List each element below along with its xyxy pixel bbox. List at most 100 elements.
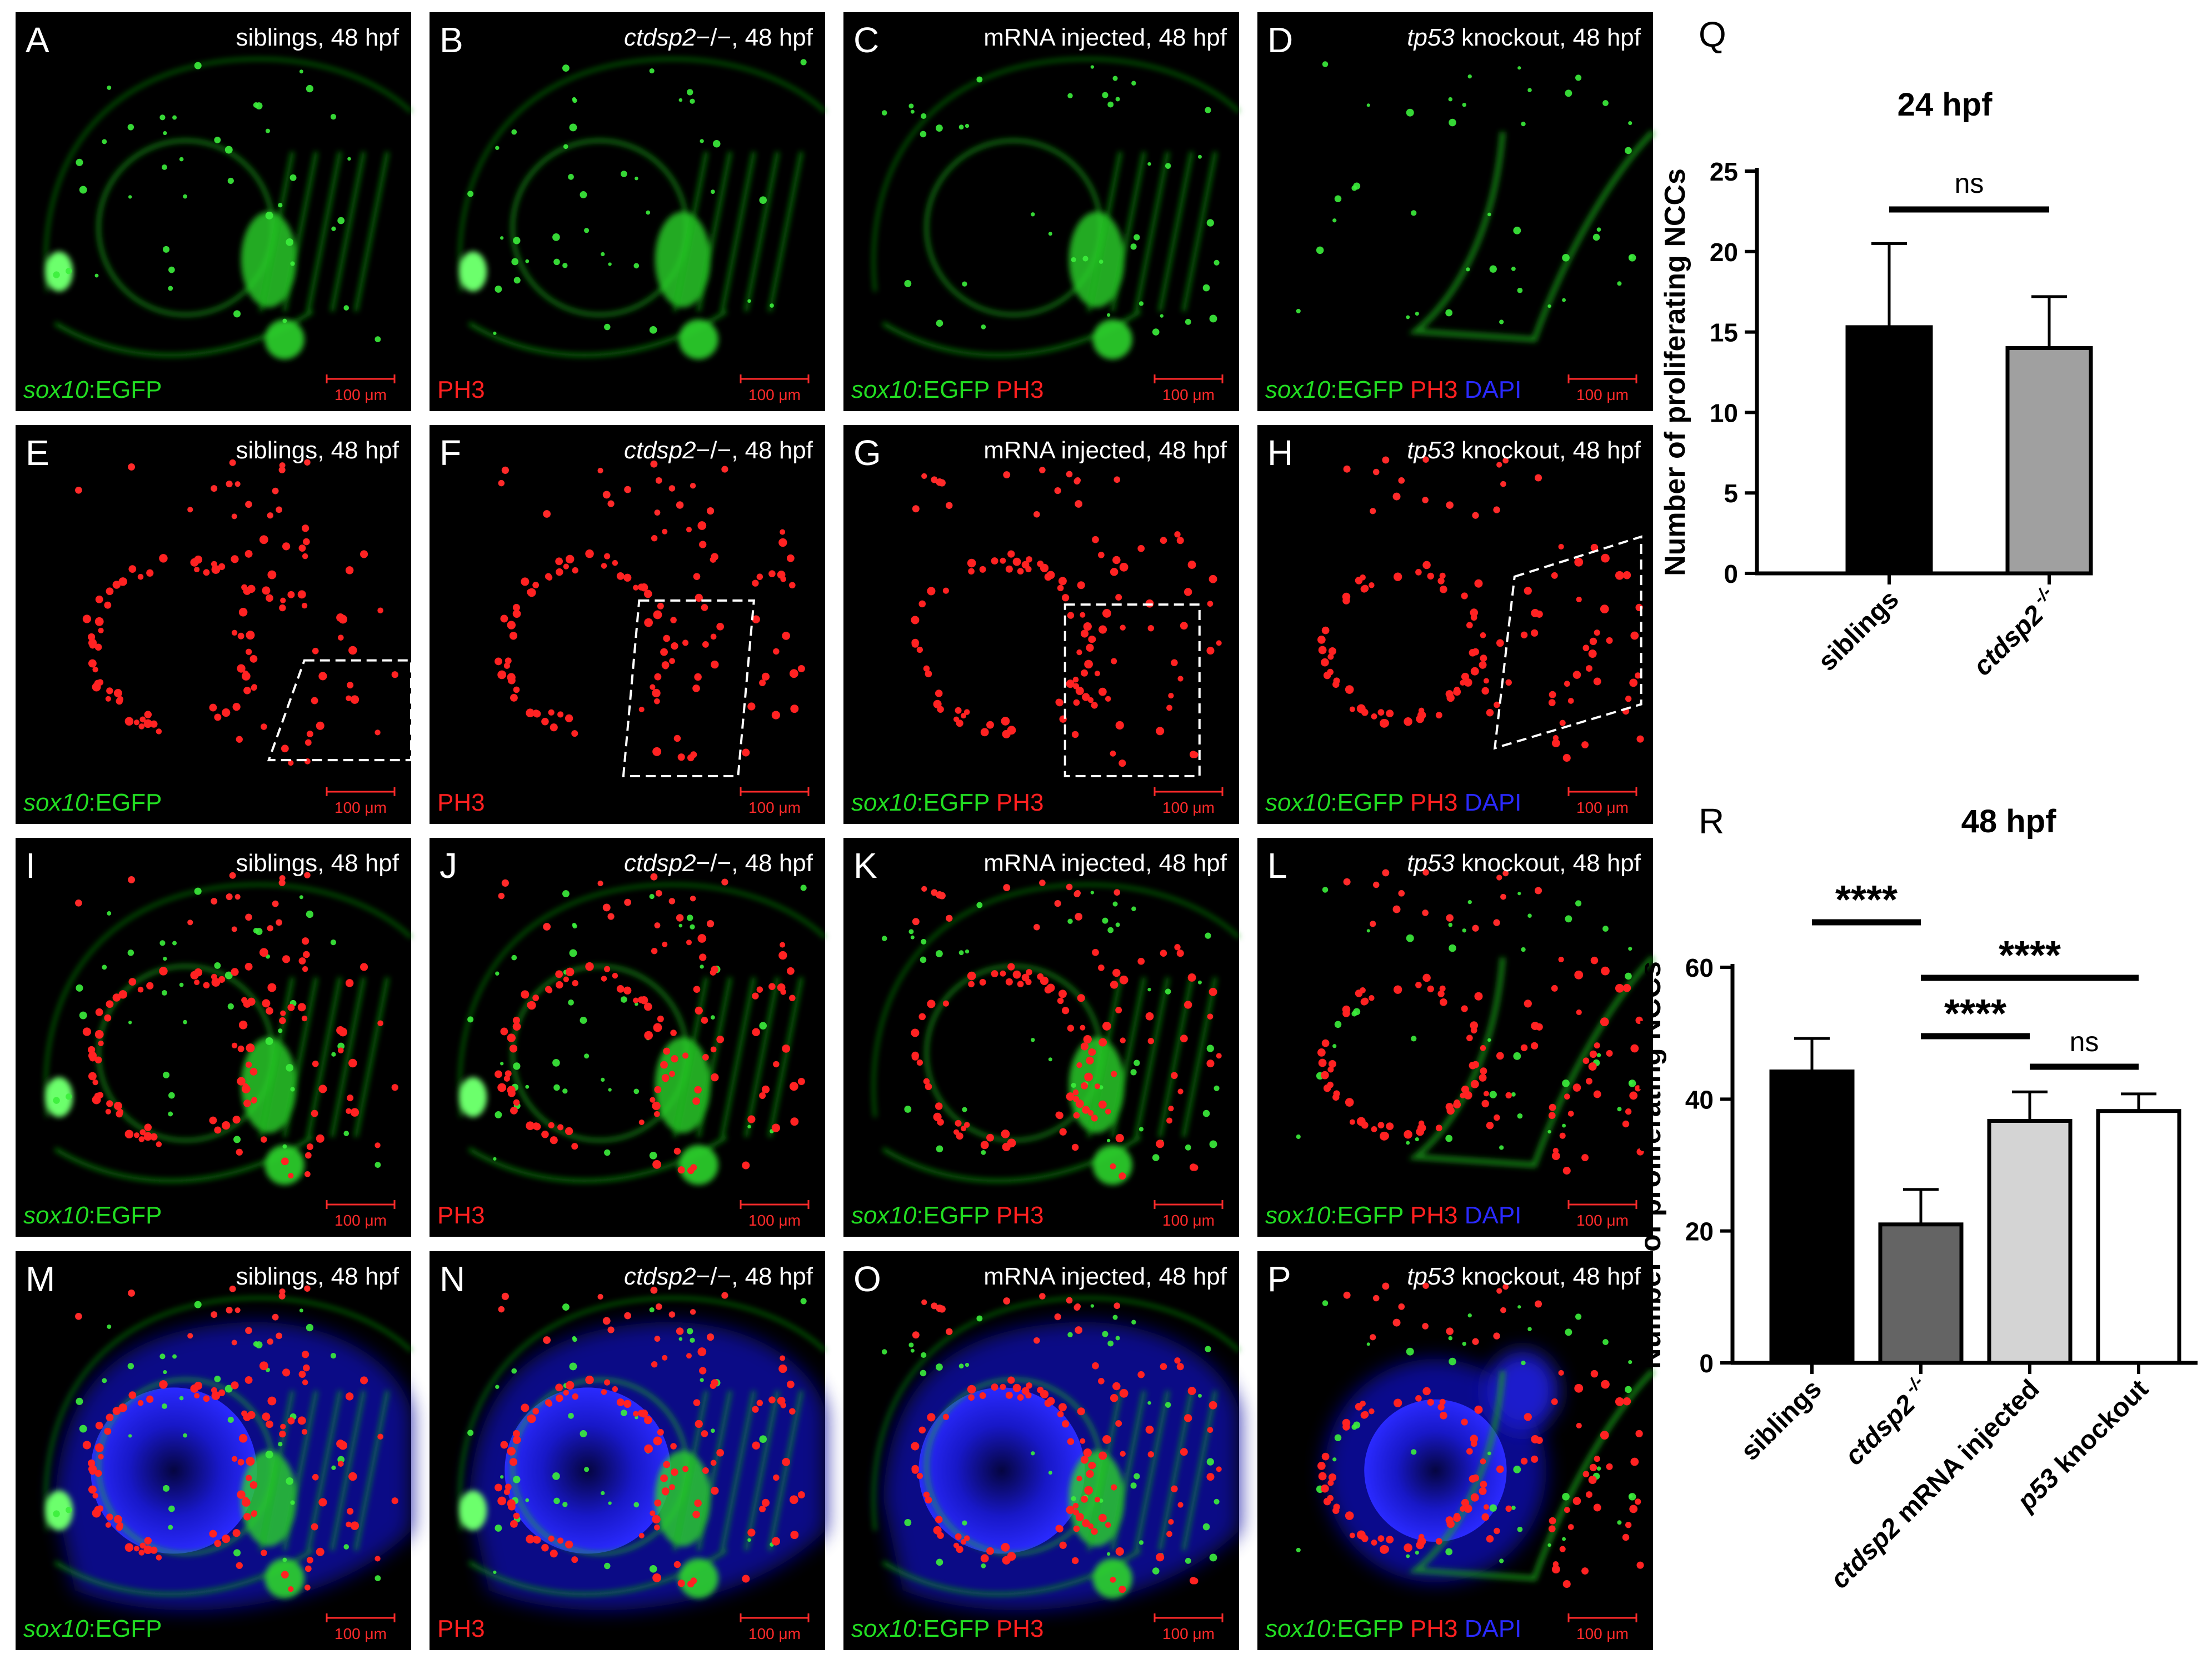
bar-chart-48hpf: R 48 hpf 0 20 40 60 Number of proliferating NC…: [1635, 801, 2198, 1595]
sox10-egfp-signal: [458, 57, 826, 359]
dapi-signal: [55, 1322, 411, 1611]
scalebar-label: 100 μm: [1576, 386, 1629, 403]
roi-box: [1493, 535, 1642, 750]
panel-letter: P: [1267, 1259, 1291, 1299]
panel-letter: O: [853, 1259, 881, 1299]
panel-background: [843, 838, 1239, 1237]
x-tick-label: ctdsp2 -/-: [1965, 582, 2064, 681]
bar-chart-24hpf: Q 24 hpf 0 5 10 15 20 25 Number of proliferating…: [1659, 14, 2093, 682]
sox10-egfp-signal: [872, 57, 1240, 359]
bar-3: [2096, 1109, 2181, 1365]
channel-label: sox10:EGFP PH3: [851, 789, 1043, 816]
ph3-signal: [1317, 456, 1644, 762]
y-tick-label: 0: [1724, 559, 1738, 588]
sox10-egfp-signal: [1408, 129, 1655, 343]
significance-label: ****: [1944, 992, 2006, 1036]
ph3-signal: [75, 459, 398, 766]
channel-label: sox10:EGFP PH3: [851, 376, 1043, 403]
scalebar-label: 100 μm: [334, 1625, 387, 1642]
scalebar-label: 100 μm: [1162, 799, 1215, 816]
panel-caption: tp53 knockout, 48 hpf: [1407, 1263, 1641, 1290]
significance-label: ****: [1835, 878, 1898, 922]
significance-label: ns: [2070, 1026, 2099, 1057]
panel-letter: L: [1267, 846, 1287, 886]
y-axis-label: Number of proliferating NCCs: [1659, 168, 1691, 576]
panel-caption: tp53 knockout, 48 hpf: [1407, 437, 1641, 464]
channel-label: sox10:EGFP PH3 DAPI: [1265, 1202, 1521, 1229]
bar-1: [2005, 346, 2093, 576]
panel-background: [430, 425, 825, 824]
ph3-signal: [75, 1285, 398, 1592]
y-tick-label: 15: [1710, 318, 1738, 347]
panel-caption: siblings, 48 hpf: [236, 850, 399, 877]
panel-letter: A: [26, 20, 49, 60]
y-tick-label: 25: [1710, 157, 1738, 186]
panel-letter: D: [1267, 20, 1293, 60]
scalebar-label: 100 μm: [1162, 1625, 1215, 1642]
y-tick-label: 5: [1724, 479, 1738, 508]
channel-label: PH3: [437, 376, 485, 403]
panel-letter: B: [440, 20, 463, 60]
scalebar-label: 100 μm: [334, 799, 387, 816]
channel-label: sox10:EGFP: [23, 1202, 162, 1229]
x-tick-label: ctdsp2 mRNA injected: [1825, 1374, 2045, 1594]
ph3-signal: [911, 467, 1222, 767]
panel-caption: siblings, 48 hpf: [236, 24, 399, 51]
panel-letter: I: [26, 846, 36, 886]
y-tick-label: 20: [1710, 238, 1738, 267]
panel-letter: J: [440, 846, 457, 886]
significance-label: ****: [1999, 933, 2061, 978]
scalebar-label: 100 μm: [748, 799, 801, 816]
ph3-signal: [911, 880, 1222, 1180]
bar-0: [1845, 325, 1933, 576]
panel-letter: F: [440, 433, 461, 473]
panel-caption: ctdsp2−/−, 48 hpf: [624, 1263, 813, 1290]
ph3-signal: [495, 873, 805, 1175]
ph3-signal: [75, 872, 398, 1179]
panel-letter: R: [1699, 801, 1724, 841]
panel-caption: mRNA injected, 48 hpf: [983, 850, 1227, 877]
y-axis-label: Number of proliferating NCCs: [1635, 961, 1667, 1369]
panel-caption: ctdsp2−/−, 48 hpf: [624, 437, 813, 464]
ph3-signal: [911, 1293, 1222, 1593]
panel-letter: H: [1267, 433, 1293, 473]
bar-1: [1878, 1222, 1964, 1365]
panel-caption: ctdsp2−/−, 48 hpf: [624, 24, 813, 51]
bar-2: [1987, 1118, 2073, 1365]
scalebar-label: 100 μm: [1576, 799, 1629, 816]
y-tick-label: 20: [1685, 1217, 1714, 1246]
channel-label: sox10:EGFP: [23, 376, 162, 403]
sox10-egfp-signal: [44, 57, 412, 359]
panel-caption: tp53 knockout, 48 hpf: [1407, 850, 1641, 877]
y-tick-label: 60: [1685, 953, 1714, 982]
channel-label: sox10:EGFP: [23, 789, 162, 816]
sox10-egfp-signal: [458, 883, 826, 1185]
channel-label: sox10:EGFP PH3: [851, 1202, 1043, 1229]
x-tick-label: ctdsp2 -/-: [1836, 1371, 1936, 1471]
x-tick-label: siblings: [1812, 584, 1905, 677]
scalebar-label: 100 μm: [748, 1625, 801, 1642]
dapi-signal: [883, 1322, 1239, 1611]
channel-label: sox10:EGFP PH3: [851, 1615, 1043, 1642]
chart-title: 24 hpf: [1898, 87, 1993, 123]
panel-caption: siblings, 48 hpf: [236, 1263, 399, 1290]
panel-letter: M: [26, 1259, 55, 1299]
significance-label: ns: [1955, 168, 1984, 199]
panel-background: [843, 12, 1239, 411]
y-tick-label: 40: [1685, 1085, 1714, 1114]
scalebar-label: 100 μm: [1162, 1212, 1215, 1229]
channel-label: PH3: [437, 1202, 485, 1229]
